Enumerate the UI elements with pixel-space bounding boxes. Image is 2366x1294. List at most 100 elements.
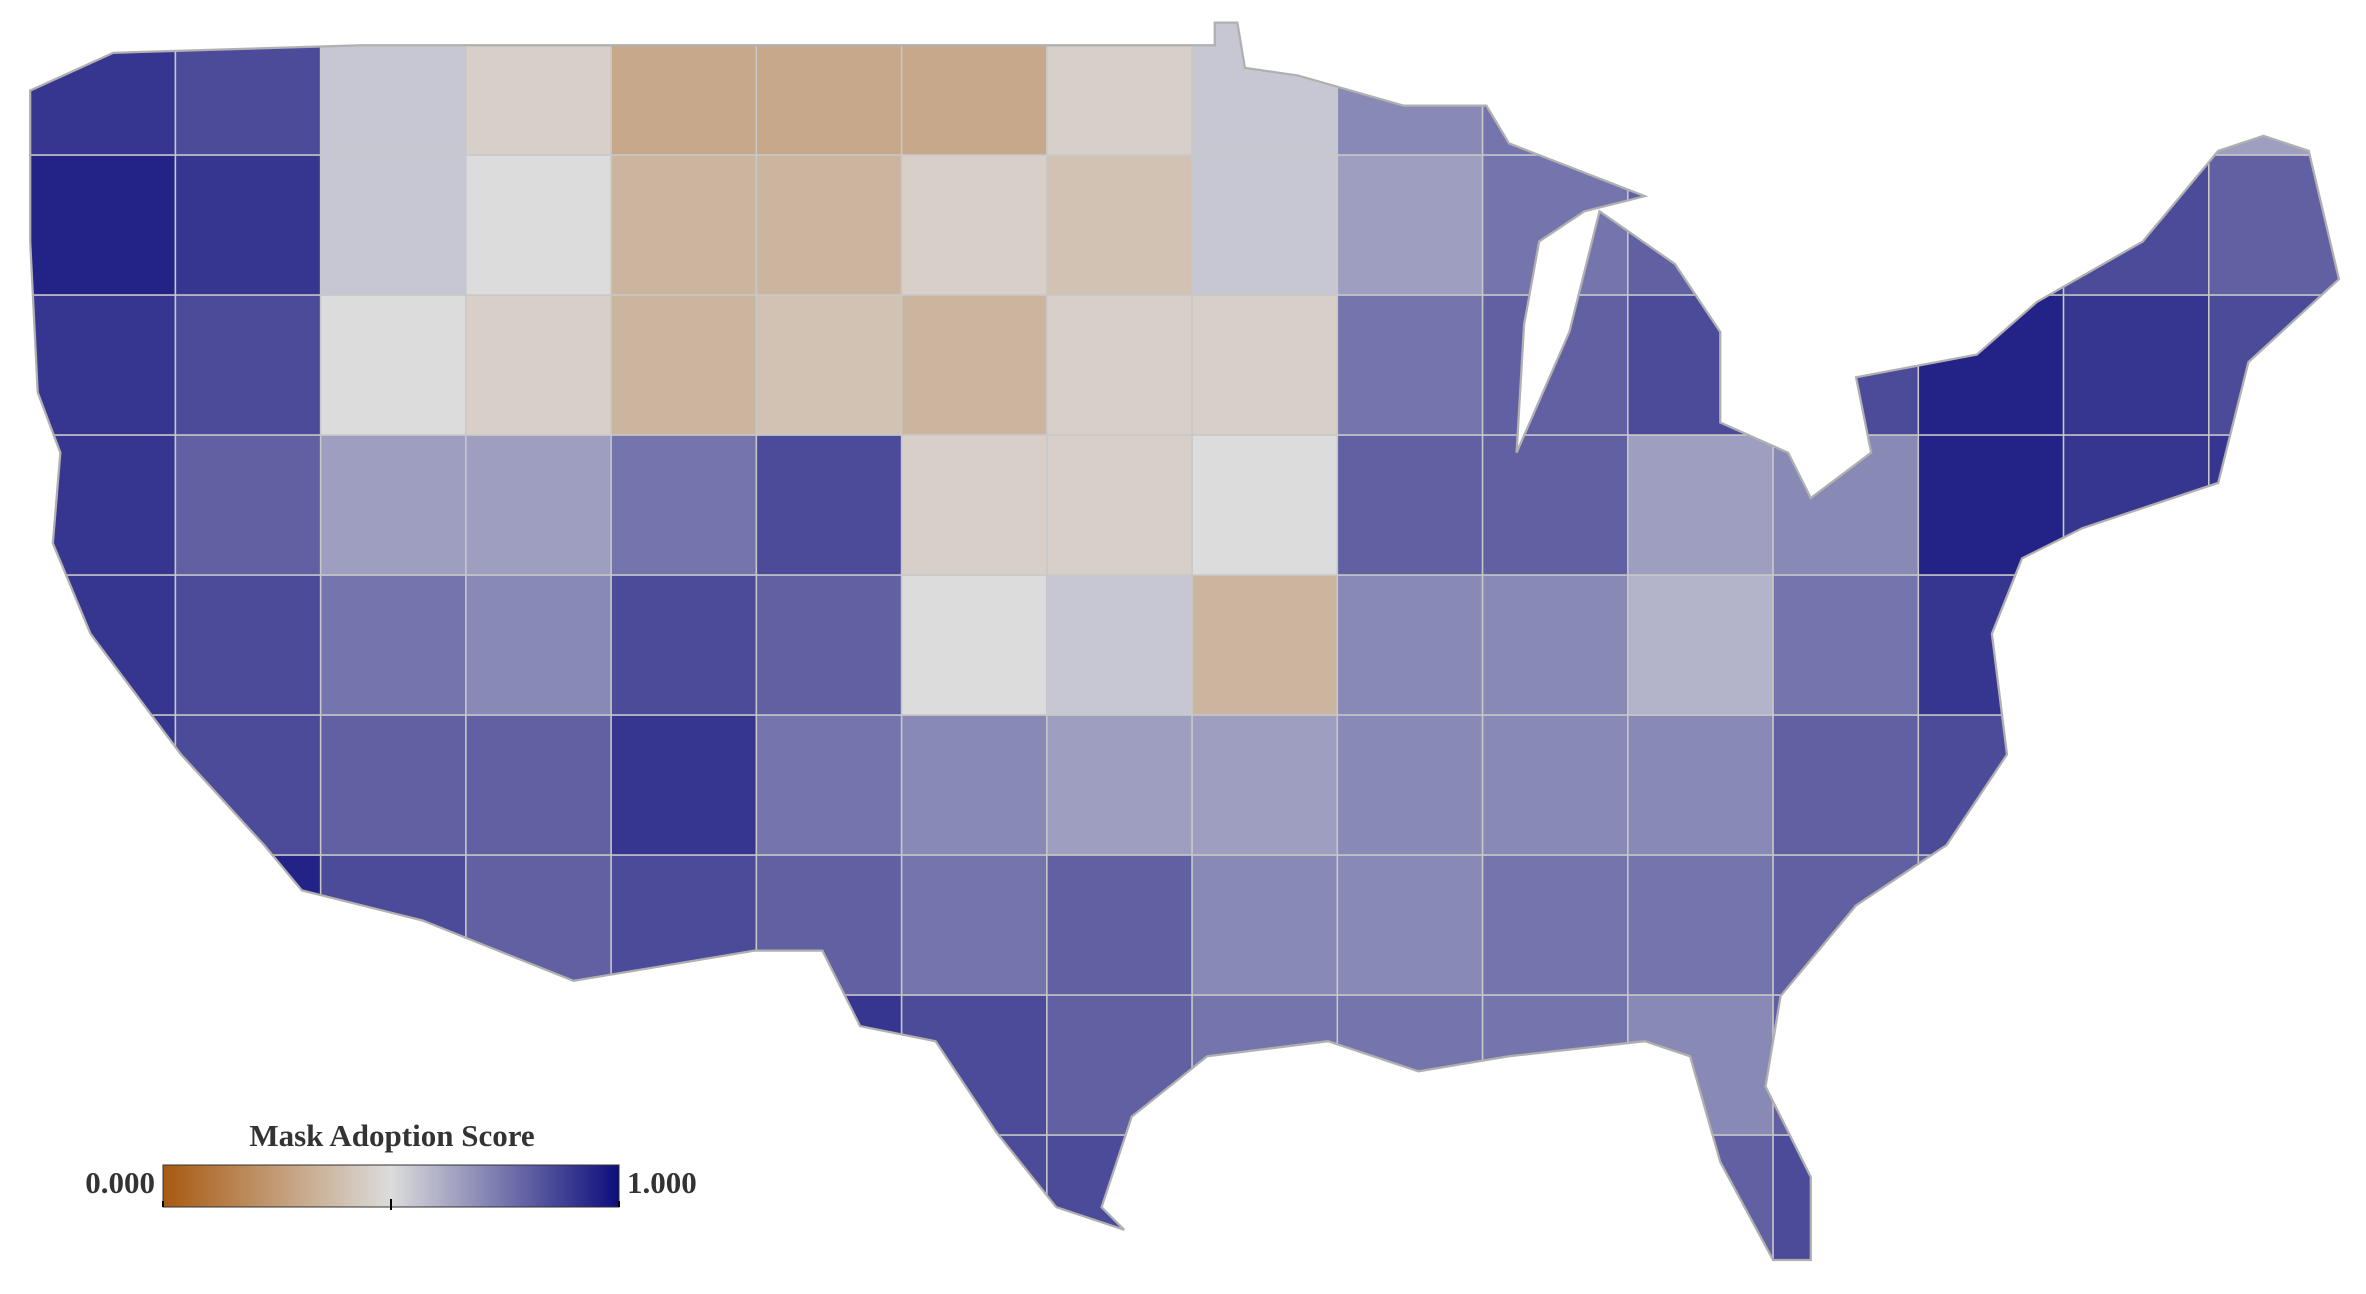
region-cell (174, 574, 322, 716)
region-cell (1336, 1134, 1484, 1261)
region-cell (1627, 994, 1774, 1136)
region-cell (1772, 854, 1920, 996)
region-cell (610, 154, 758, 296)
region-cell (1627, 22, 1774, 156)
region-cell (1191, 294, 1339, 436)
region-cell (1481, 574, 1629, 716)
region-cell (1481, 1134, 1629, 1261)
region-cell (1046, 714, 1193, 856)
region-cell (1627, 154, 1774, 296)
region-cell (1627, 574, 1774, 716)
region-cell (900, 1134, 1048, 1261)
region-cell (2208, 294, 2339, 436)
region-cell (1917, 574, 2065, 716)
colorbar-tick-label: 1.000 (627, 1165, 697, 1200)
region-cell (1336, 574, 1484, 716)
region-cell (174, 294, 322, 436)
legend-title: Mask Adoption Score (249, 1118, 534, 1153)
region-cell (1772, 1134, 1920, 1261)
region-cell (1046, 22, 1193, 156)
region-cell (610, 1134, 758, 1261)
region-cell (900, 854, 1048, 996)
region-cell (1336, 434, 1484, 576)
region-cell (1917, 1134, 2065, 1261)
colorbar-tick-label: 0.000 (85, 1165, 155, 1200)
region-cell (2208, 854, 2339, 996)
region-cell (1627, 854, 1774, 996)
region-cell (465, 434, 612, 576)
region-cell (2208, 434, 2339, 576)
region-cell (1191, 574, 1339, 716)
region-cell (30, 714, 177, 856)
region-cell (1917, 22, 2065, 156)
region-cell (1772, 574, 1920, 716)
region-cell (1481, 994, 1629, 1136)
region-cell (900, 994, 1048, 1136)
region-cell (1481, 854, 1629, 996)
region-cell (1627, 434, 1774, 576)
region-cell (465, 714, 612, 856)
region-cell (1627, 1134, 1774, 1261)
region-cell (174, 994, 322, 1136)
region-cell (755, 1134, 903, 1261)
region-cell (1772, 434, 1920, 576)
region-cell (1336, 154, 1484, 296)
region-cell (174, 22, 322, 156)
region-cell (1772, 294, 1920, 436)
us-outline (29, 21, 2341, 1262)
region-cell (1191, 714, 1339, 856)
region-cell (610, 714, 758, 856)
region-cell (2062, 294, 2210, 436)
region-cell (2062, 574, 2210, 716)
region-cell (174, 854, 322, 996)
region-cell (1191, 854, 1339, 996)
region-cell (1917, 854, 2065, 996)
region-cell (755, 574, 903, 716)
region-cell (900, 22, 1048, 156)
region-cell (465, 854, 612, 996)
region-cell (1336, 854, 1484, 996)
region-cell (610, 294, 758, 436)
region-cell (1481, 154, 1629, 296)
region-cell (30, 1134, 177, 1261)
region-cell (2062, 434, 2210, 576)
region-cell (1917, 714, 2065, 856)
region-cell (2208, 22, 2339, 156)
region-cell (465, 154, 612, 296)
county-cells (30, 22, 2339, 1261)
region-cell (319, 994, 467, 1136)
region-cell (2208, 154, 2339, 296)
region-cell (610, 22, 758, 156)
region-cell (174, 434, 322, 576)
region-cell (2208, 994, 2339, 1136)
region-cell (30, 154, 177, 296)
region-cell (2062, 854, 2210, 996)
region-cell (2208, 1134, 2339, 1261)
legend: Mask Adoption Score 0.000 1.000 (85, 1118, 697, 1210)
region-cell (1772, 714, 1920, 856)
region-cell (30, 574, 177, 716)
region-cell (1191, 994, 1339, 1136)
region-cell (1481, 714, 1629, 856)
region-cell (2208, 574, 2339, 716)
region-cell (1046, 294, 1193, 436)
region-cell (1336, 714, 1484, 856)
region-cell (1627, 294, 1774, 436)
region-cell (319, 434, 467, 576)
region-cell (174, 714, 322, 856)
region-cell (174, 154, 322, 296)
region-cell (1046, 154, 1193, 296)
region-cell (319, 854, 467, 996)
region-cell (1336, 22, 1484, 156)
region-cell (1191, 434, 1339, 576)
region-cell (30, 22, 177, 156)
region-cell (319, 294, 467, 436)
region-cell (1772, 994, 1920, 1136)
region-cell (465, 22, 612, 156)
region-cell (900, 574, 1048, 716)
region-cell (465, 294, 612, 436)
region-cell (30, 854, 177, 996)
region-cell (755, 994, 903, 1136)
